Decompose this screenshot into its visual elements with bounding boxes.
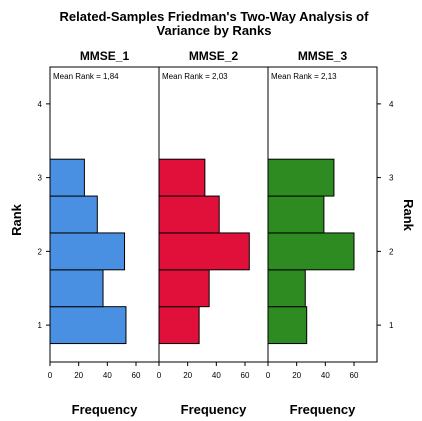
bar [49, 158, 85, 197]
x-tick-label: 60 [241, 371, 250, 380]
bar [158, 269, 210, 308]
bar [49, 195, 98, 234]
bar [49, 232, 126, 271]
x-axis-label: Frequency [181, 402, 248, 417]
x-tick-label: 0 [266, 371, 271, 380]
x-tick-label: 20 [292, 371, 301, 380]
bar [158, 232, 250, 271]
bar [267, 269, 306, 308]
y-tick-label-left: 3 [38, 174, 43, 183]
bar [267, 306, 308, 345]
bar [49, 306, 127, 345]
x-tick-label: 0 [157, 371, 162, 380]
x-tick-label: 20 [74, 371, 83, 380]
x-tick-label: 40 [212, 371, 221, 380]
bar [158, 306, 200, 345]
panel-title-mmse_1: MMSE_1 [80, 49, 130, 63]
x-tick-label: 0 [48, 371, 53, 380]
mean-rank-label: Mean Rank = 1,84 [53, 72, 119, 81]
x-axis-label: Frequency [290, 402, 357, 417]
bar [49, 269, 104, 308]
x-axis-label: Frequency [72, 402, 139, 417]
y-tick-label-right: 4 [389, 100, 394, 109]
y-tick-label-right: 1 [389, 321, 394, 330]
bar [267, 195, 325, 234]
y-axis-label-left: Rank [9, 203, 24, 236]
bar [158, 195, 220, 234]
y-tick-label-right: 2 [389, 247, 394, 256]
chart-title-line-2: Variance by Ranks [157, 23, 272, 38]
mean-rank-label: Mean Rank = 2,03 [162, 72, 228, 81]
panel-title-mmse_3: MMSE_3 [298, 49, 348, 63]
y-tick-label-left: 2 [38, 247, 43, 256]
bar [267, 232, 355, 271]
bar [267, 158, 335, 197]
y-tick-label-right: 3 [389, 174, 394, 183]
panel-title-mmse_2: MMSE_2 [189, 49, 239, 63]
x-tick-label: 60 [350, 371, 359, 380]
x-tick-label: 20 [183, 371, 192, 380]
y-tick-label-left: 1 [38, 321, 43, 330]
chart-title-line-1: Related-Samples Friedman's Two-Way Analy… [60, 9, 370, 24]
mean-rank-label: Mean Rank = 2,13 [271, 72, 337, 81]
x-tick-label: 40 [103, 371, 112, 380]
x-tick-label: 60 [132, 371, 141, 380]
y-tick-label-left: 4 [38, 100, 43, 109]
y-axis-label-right: Rank [401, 199, 416, 232]
bar [158, 158, 206, 197]
x-tick-label: 40 [321, 371, 330, 380]
